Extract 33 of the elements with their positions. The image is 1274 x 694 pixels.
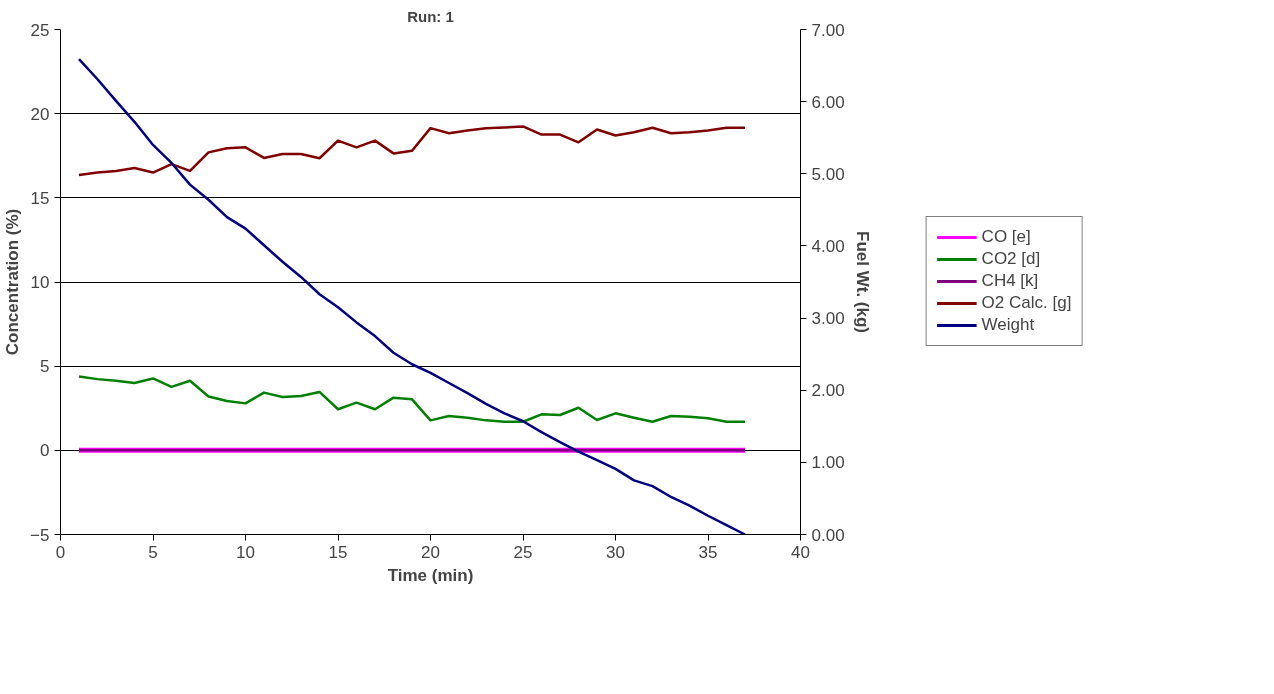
legend-label: O2 Calc. [g] (981, 292, 1072, 313)
x-tick-label: 10 (236, 542, 255, 562)
y2-tick-label: 4.00 (811, 236, 845, 256)
x-tick-label: 40 (791, 542, 810, 562)
x-tick-label: 15 (328, 542, 348, 562)
y2-tick-label: 1.00 (811, 453, 845, 473)
y2-tick-label: 2.00 (811, 381, 845, 401)
y2-axis-title: Fuel Wt. (kg) (852, 231, 872, 333)
y-tick-label: 0 (40, 441, 50, 461)
legend-label: CO [e] (981, 226, 1031, 247)
y-tick-label: −5 (30, 525, 50, 545)
y2-tick-label: 7.00 (811, 20, 845, 40)
y-tick-label: 25 (30, 20, 50, 40)
chart-title: Run: 1 (407, 7, 454, 25)
legend-label: Weight (981, 314, 1035, 335)
x-tick-label: 35 (698, 542, 718, 562)
x-tick-label: 30 (606, 542, 625, 562)
y2-tick-label: 6.00 (811, 92, 845, 112)
x-tick-label: 0 (55, 542, 66, 562)
y-tick-label: 15 (30, 188, 50, 208)
x-tick-label: 5 (148, 542, 158, 562)
y-axis-title: Concentration (%) (3, 208, 23, 356)
x-tick-label: 25 (513, 542, 533, 562)
y-tick-label: 20 (30, 104, 50, 124)
x-axis-title: Time (min) (387, 565, 474, 585)
y2-tick-label: 0.00 (811, 525, 845, 545)
legend-label: CO2 [d] (981, 248, 1041, 269)
y2-tick-label: 5.00 (811, 164, 845, 184)
y2-tick-label: 3.00 (811, 309, 845, 329)
legend-label: CH4 [k] (981, 270, 1039, 291)
x-tick-label: 20 (421, 542, 440, 562)
y-tick-label: 5 (40, 357, 50, 377)
y-tick-label: 10 (30, 273, 50, 292)
